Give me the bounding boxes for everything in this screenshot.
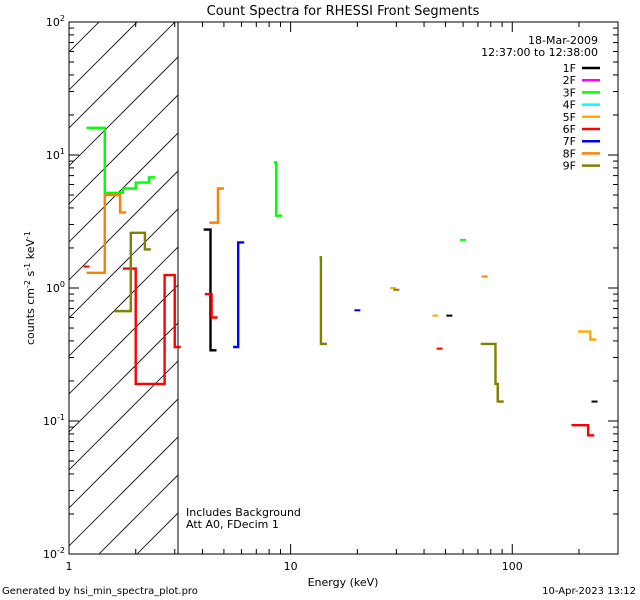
- x-tick-label: 1: [66, 560, 73, 573]
- data-step: [209, 187, 224, 224]
- hatch-line: [69, 360, 178, 471]
- legend-label: 3F: [563, 86, 576, 99]
- axis-tick-labels: 1 10 100 10-2 10-1 100 101 102: [43, 14, 523, 573]
- y-tick-label: 10-2: [43, 546, 65, 561]
- axis-ticks: [68, 21, 619, 555]
- legend-label: 4F: [563, 99, 576, 112]
- legend-label: 9F: [563, 160, 576, 173]
- hatch-line: [136, 512, 178, 554]
- data-step: [204, 292, 218, 319]
- data-step: [203, 228, 217, 352]
- time-range: 12:37:00 to 12:38:00: [481, 46, 598, 59]
- series-7f: [233, 241, 361, 349]
- legend-label: 2F: [563, 74, 576, 87]
- data-step: [122, 267, 181, 386]
- series-8f: [86, 187, 488, 278]
- generated-by-label: Generated by hsi_min_spectra_plot.pro: [2, 586, 198, 597]
- data-step: [86, 126, 156, 194]
- series-9f: [114, 231, 504, 403]
- x-axis-label: Energy (keV): [308, 576, 379, 589]
- hatch-line: [69, 94, 178, 205]
- y-tick-label: 101: [46, 147, 65, 162]
- series-5f: [390, 275, 597, 341]
- hatched-region: [69, 22, 178, 554]
- data-step: [114, 231, 151, 313]
- data-step: [86, 193, 127, 275]
- info-block: 18-Mar-2009 12:37:00 to 12:38:00: [481, 34, 598, 59]
- plot-frame: [68, 21, 619, 555]
- data-step: [480, 342, 504, 403]
- hatch-line: [98, 474, 178, 554]
- y-tick-label: 102: [46, 14, 65, 29]
- legend-label: 7F: [563, 135, 576, 148]
- x-tick-label: 10: [284, 560, 298, 573]
- generated-timestamp: 10-Apr-2023 13:12: [542, 586, 636, 597]
- chart-title: Count Spectra for RHESSI Front Segments: [207, 4, 480, 19]
- legend-label: 8F: [563, 147, 576, 160]
- legend-label: 6F: [563, 123, 576, 136]
- x-tick-label: 100: [502, 560, 523, 573]
- series-6f: [83, 265, 595, 437]
- legend-label: 5F: [563, 111, 576, 124]
- annotation-background: Includes Background: [186, 506, 301, 519]
- hatch-line: [69, 398, 178, 509]
- observation-date: 18-Mar-2009: [528, 34, 598, 47]
- legend-label: 1F: [563, 62, 576, 75]
- y-tick-label: 10-1: [43, 413, 65, 428]
- hatch-line: [69, 284, 178, 395]
- y-axis-label: counts cm-2 s-1 keV-1: [23, 231, 37, 345]
- hatch-line: [69, 56, 178, 167]
- data-step: [233, 241, 245, 349]
- y-tick-label: 100: [46, 280, 65, 295]
- annotation-attenuator: Att A0, FDecim 1: [186, 518, 279, 531]
- series-3f: [86, 126, 467, 241]
- data-series: [83, 126, 598, 437]
- data-step: [319, 256, 327, 346]
- series-1f: [203, 228, 598, 403]
- hatch-line: [69, 322, 178, 433]
- data-step: [571, 423, 595, 437]
- hatch-line: [69, 436, 178, 547]
- data-step: [578, 330, 597, 341]
- hatch-line: [69, 22, 176, 129]
- plot-axes: [68, 21, 619, 555]
- data-step: [273, 161, 283, 217]
